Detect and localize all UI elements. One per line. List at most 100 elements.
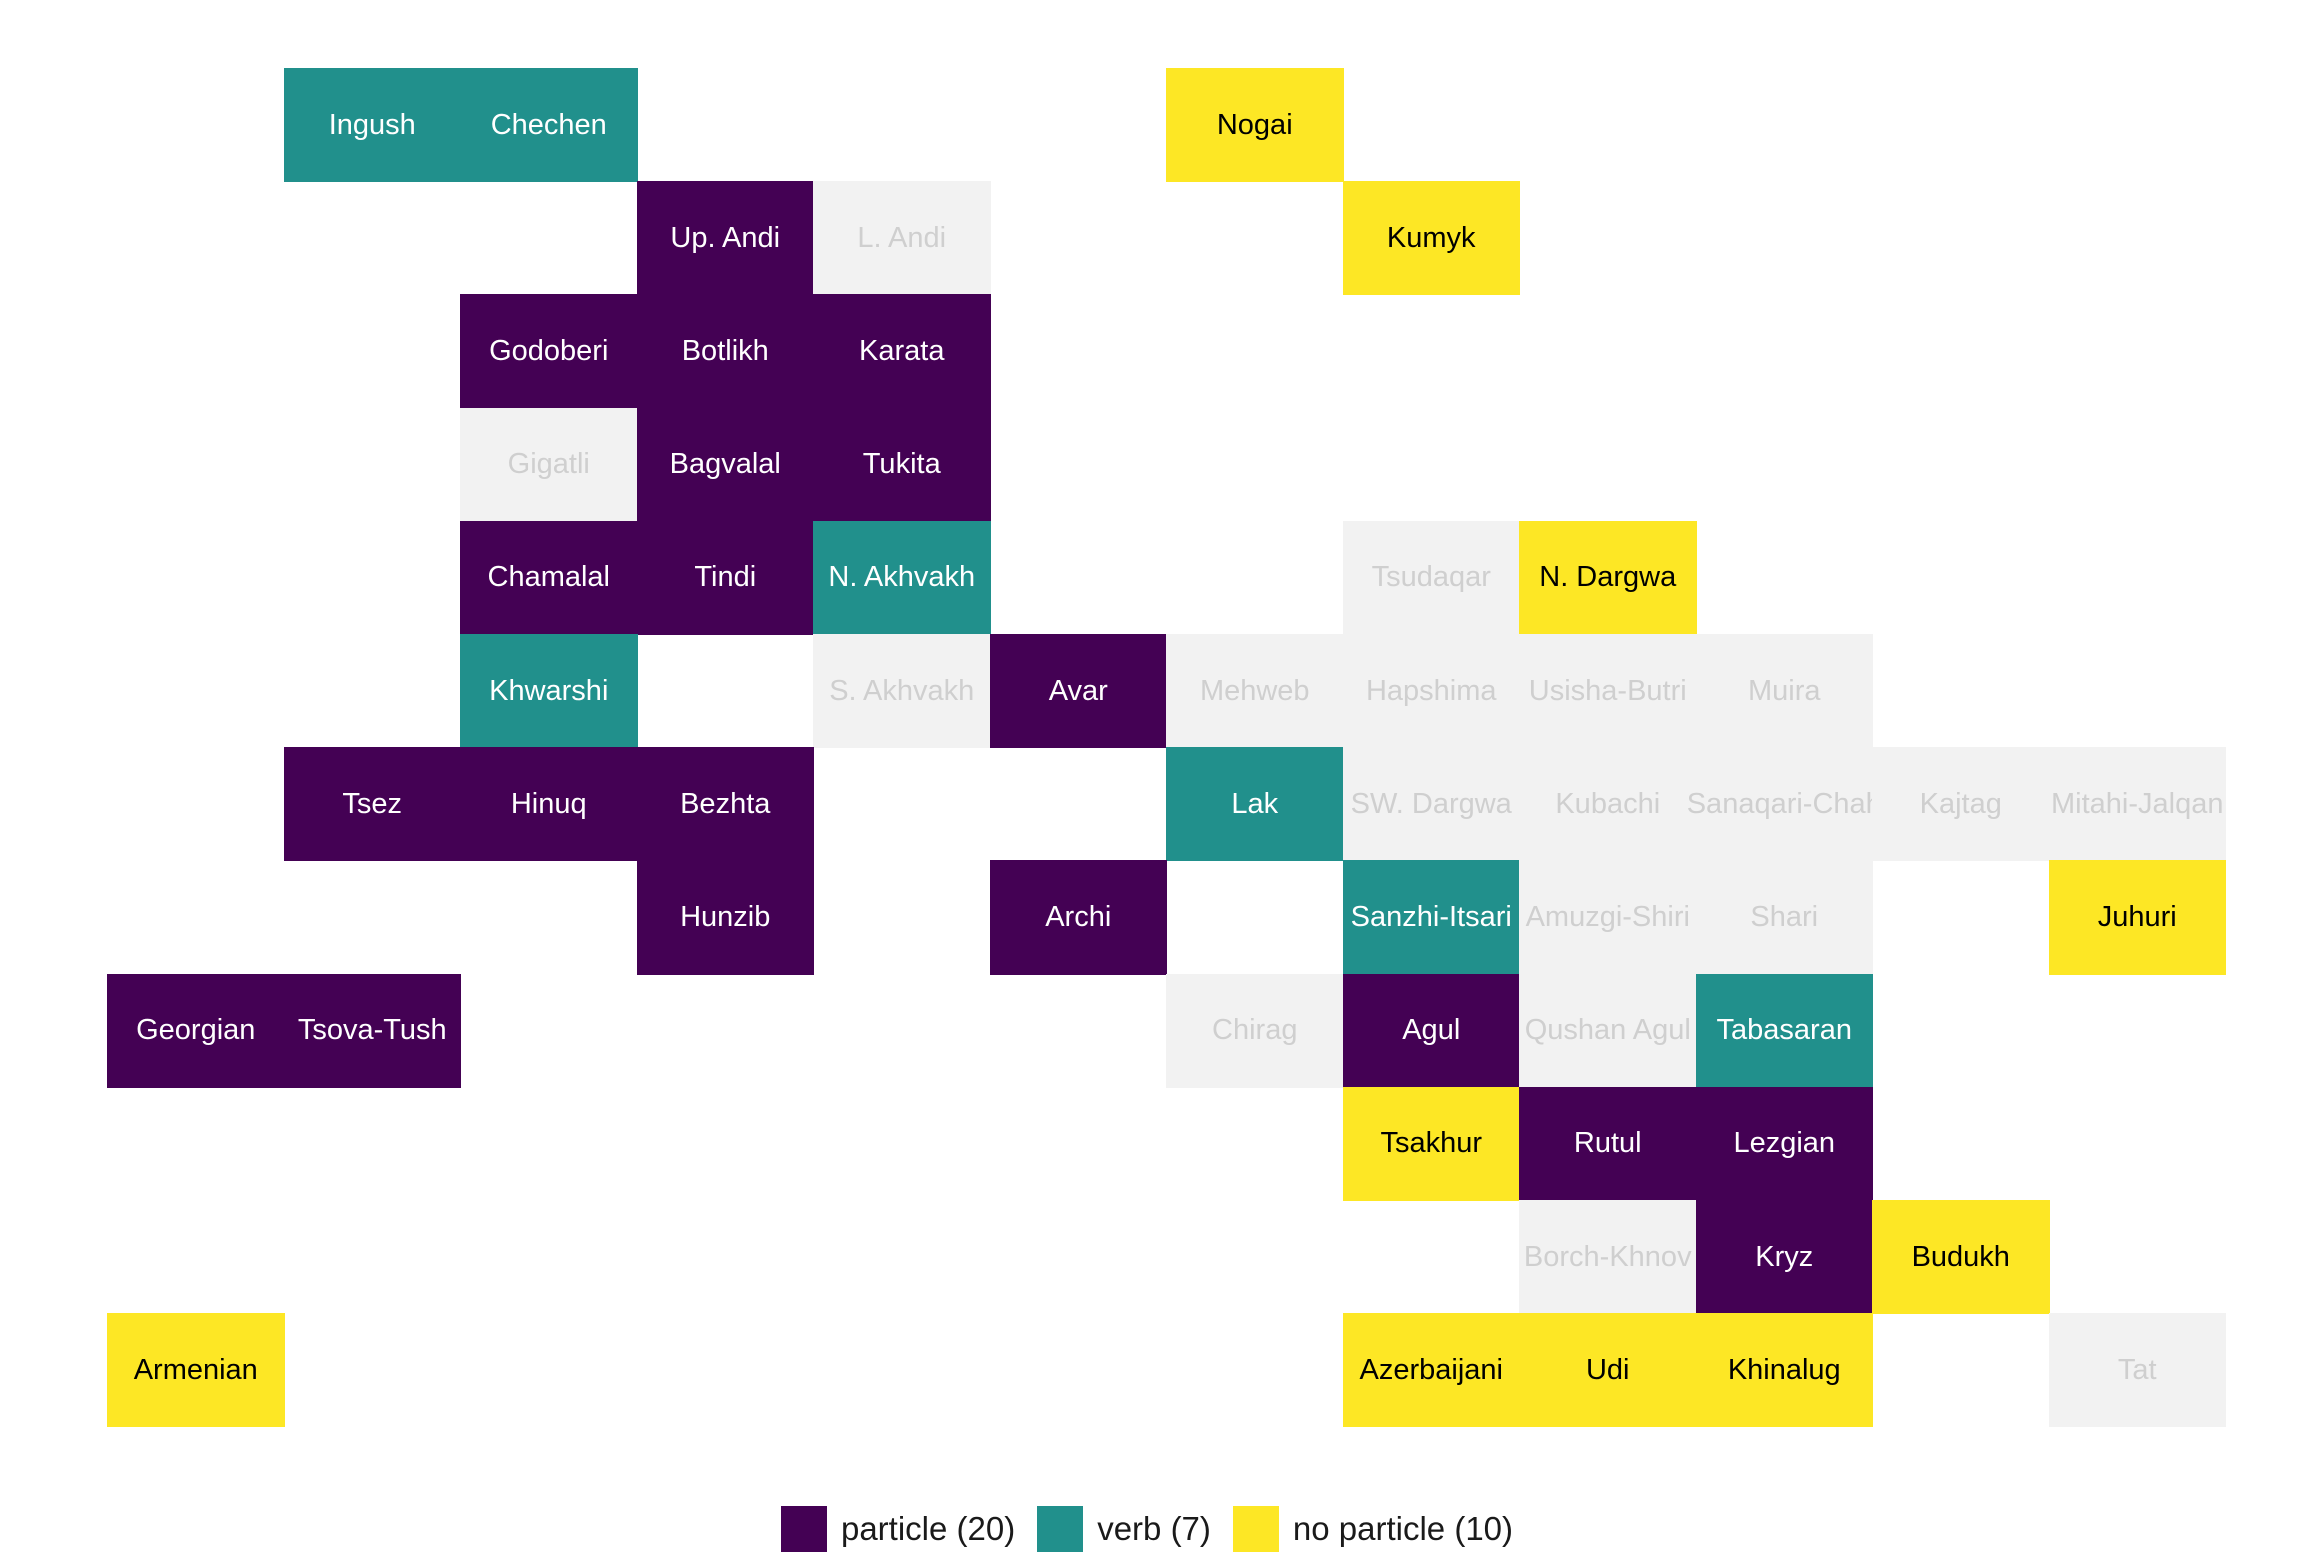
tile-label: Tukita bbox=[862, 448, 941, 481]
tile-label: Bezhta bbox=[680, 787, 771, 820]
tile-kubachi: Kubachi bbox=[1519, 747, 1697, 862]
tile-label: Chirag bbox=[1212, 1014, 1298, 1047]
tile-kajtag: Kajtag bbox=[1872, 747, 2050, 862]
tile-label: Kryz bbox=[1755, 1240, 1814, 1273]
tile-label: Bagvalal bbox=[669, 448, 781, 481]
tile-armenian: Armenian bbox=[107, 1313, 285, 1428]
tile-label: Muira bbox=[1747, 674, 1821, 707]
tile-up-andi: Up. Andi bbox=[636, 181, 814, 296]
tile-label: Tabasaran bbox=[1716, 1014, 1852, 1047]
tile-gigatli: Gigatli bbox=[460, 407, 638, 522]
tile-n-dargwa: N. Dargwa bbox=[1519, 520, 1697, 635]
legend-swatch-verb bbox=[1037, 1506, 1084, 1552]
tile-label: Nogai bbox=[1216, 108, 1293, 141]
tile-label: Khinalug bbox=[1727, 1353, 1841, 1386]
legend-swatch-no-particle bbox=[1232, 1506, 1279, 1552]
tile-chirag: Chirag bbox=[1166, 973, 1344, 1088]
tile-borch-khnov: Borch-Khnov bbox=[1519, 1200, 1697, 1315]
tile-label: S. Akhvakh bbox=[829, 674, 975, 707]
tile-tsova-tush: Tsova-Tush bbox=[283, 973, 461, 1088]
tile-botlikh: Botlikh bbox=[636, 294, 814, 409]
tile-label: Ingush bbox=[328, 108, 416, 141]
tile-bagvalal: Bagvalal bbox=[636, 407, 814, 522]
tile-amuzgi-shiri: Amuzgi-Shiri bbox=[1519, 860, 1697, 975]
tile-qushan-agul: Qushan Agul bbox=[1519, 973, 1697, 1088]
tile-label: Sanzhi-Itsari bbox=[1350, 900, 1512, 933]
tile-kryz: Kryz bbox=[1695, 1200, 1873, 1315]
tile-budukh: Budukh bbox=[1872, 1200, 2050, 1315]
tile-avar: Avar bbox=[989, 634, 1167, 749]
tile-label: Khwarshi bbox=[489, 674, 609, 707]
tile-label: Archi bbox=[1045, 900, 1112, 933]
tile-khinalug: Khinalug bbox=[1695, 1313, 1873, 1428]
tile-tsudaqar: Tsudaqar bbox=[1342, 520, 1520, 635]
tile-khwarshi: Khwarshi bbox=[460, 634, 638, 749]
tile-label: Agul bbox=[1402, 1014, 1461, 1047]
tile-label: Kumyk bbox=[1386, 221, 1476, 254]
tile-label: Gigatli bbox=[507, 448, 590, 481]
tile-juhuri: Juhuri bbox=[2048, 860, 2226, 975]
tile-label: Amuzgi-Shiri bbox=[1525, 900, 1690, 933]
legend-item-particle: particle (20) bbox=[780, 1506, 1025, 1552]
tile-label: N. Akhvakh bbox=[828, 561, 976, 594]
tile-azerbaijani: Azerbaijani bbox=[1342, 1313, 1520, 1428]
tile-label: Up. Andi bbox=[670, 221, 781, 254]
tile-label: L. Andi bbox=[857, 221, 947, 254]
tile-label: Mehweb bbox=[1199, 674, 1310, 707]
tile-chamalal: Chamalal bbox=[460, 520, 638, 635]
tile-label: Lezgian bbox=[1733, 1127, 1836, 1160]
legend-swatch-particle bbox=[780, 1506, 827, 1552]
tile-tsez: Tsez bbox=[283, 747, 461, 862]
tile-tindi: Tindi bbox=[636, 520, 814, 635]
tile-chechen: Chechen bbox=[460, 68, 638, 183]
tile-sanzhi-itsari: Sanzhi-Itsari bbox=[1342, 860, 1520, 975]
tile-label: Mitahi-Jalqan bbox=[2051, 787, 2224, 820]
tile-label: N. Dargwa bbox=[1539, 561, 1677, 594]
tile-label: Georgian bbox=[136, 1014, 256, 1047]
tile-agul: Agul bbox=[1342, 973, 1520, 1088]
tile-georgian: Georgian bbox=[107, 973, 285, 1088]
legend-label-particle: particle (20) bbox=[840, 1510, 1016, 1547]
tile-mitahi-jalqan: Mitahi-Jalqan bbox=[2048, 747, 2226, 862]
tile-ingush: Ingush bbox=[283, 68, 461, 183]
tile-label: Qushan Agul bbox=[1524, 1014, 1691, 1047]
tile-bezhta: Bezhta bbox=[636, 747, 814, 862]
legend-item-no-particle: no particle (10) bbox=[1232, 1506, 1523, 1552]
tile-lezgian: Lezgian bbox=[1695, 1086, 1873, 1201]
tile-label: Rutul bbox=[1573, 1127, 1642, 1160]
tile-sw-dargwa: SW. Dargwa bbox=[1342, 747, 1520, 862]
tile-label: Tsakhur bbox=[1380, 1127, 1483, 1160]
tile-archi: Archi bbox=[989, 860, 1167, 975]
tile-label: Armenian bbox=[133, 1353, 258, 1386]
tile-lak: Lak bbox=[1166, 747, 1344, 862]
tile-sanaqari-chah: Sanaqari-Chah bbox=[1687, 747, 1882, 862]
tile-label: Avar bbox=[1048, 674, 1108, 707]
tile-label: Azerbaijani bbox=[1359, 1353, 1503, 1386]
tile-label: Kajtag bbox=[1919, 787, 2002, 820]
tile-label: Usisha-Butri bbox=[1528, 674, 1687, 707]
legend-item-verb: verb (7) bbox=[1037, 1506, 1221, 1552]
tile-rutul: Rutul bbox=[1519, 1086, 1697, 1201]
tile-label: Karata bbox=[859, 334, 945, 367]
tile-grid: Ingush Chechen Nogai Up. Andi L. Andi Kumyk Go… bbox=[107, 68, 2226, 1428]
tile-label: Kubachi bbox=[1555, 787, 1661, 820]
tile-tat: Tat bbox=[2048, 1313, 2226, 1428]
tile-l-andi: L. Andi bbox=[813, 181, 991, 296]
tile-label: Lak bbox=[1231, 787, 1279, 820]
tile-label: Shari bbox=[1750, 900, 1819, 933]
tile-label: Hapshima bbox=[1365, 674, 1497, 707]
tile-shari: Shari bbox=[1695, 860, 1873, 975]
tile-kumyk: Kumyk bbox=[1342, 181, 1520, 296]
tile-label: SW. Dargwa bbox=[1350, 787, 1512, 820]
tile-label: Chechen bbox=[490, 108, 607, 141]
tile-n-akhvakh: N. Akhvakh bbox=[813, 520, 991, 635]
tile-label: Sanaqari-Chah bbox=[1686, 787, 1882, 820]
tile-udi: Udi bbox=[1519, 1313, 1697, 1428]
legend-label-verb: verb (7) bbox=[1097, 1510, 1211, 1547]
tile-label: Udi bbox=[1585, 1353, 1630, 1386]
tile-tabasaran: Tabasaran bbox=[1695, 973, 1873, 1088]
tile-label: Hunzib bbox=[680, 900, 771, 933]
tile-label: Tsudaqar bbox=[1371, 561, 1491, 594]
tile-tsakhur: Tsakhur bbox=[1342, 1086, 1520, 1201]
tile-label: Borch-Khnov bbox=[1523, 1240, 1692, 1273]
